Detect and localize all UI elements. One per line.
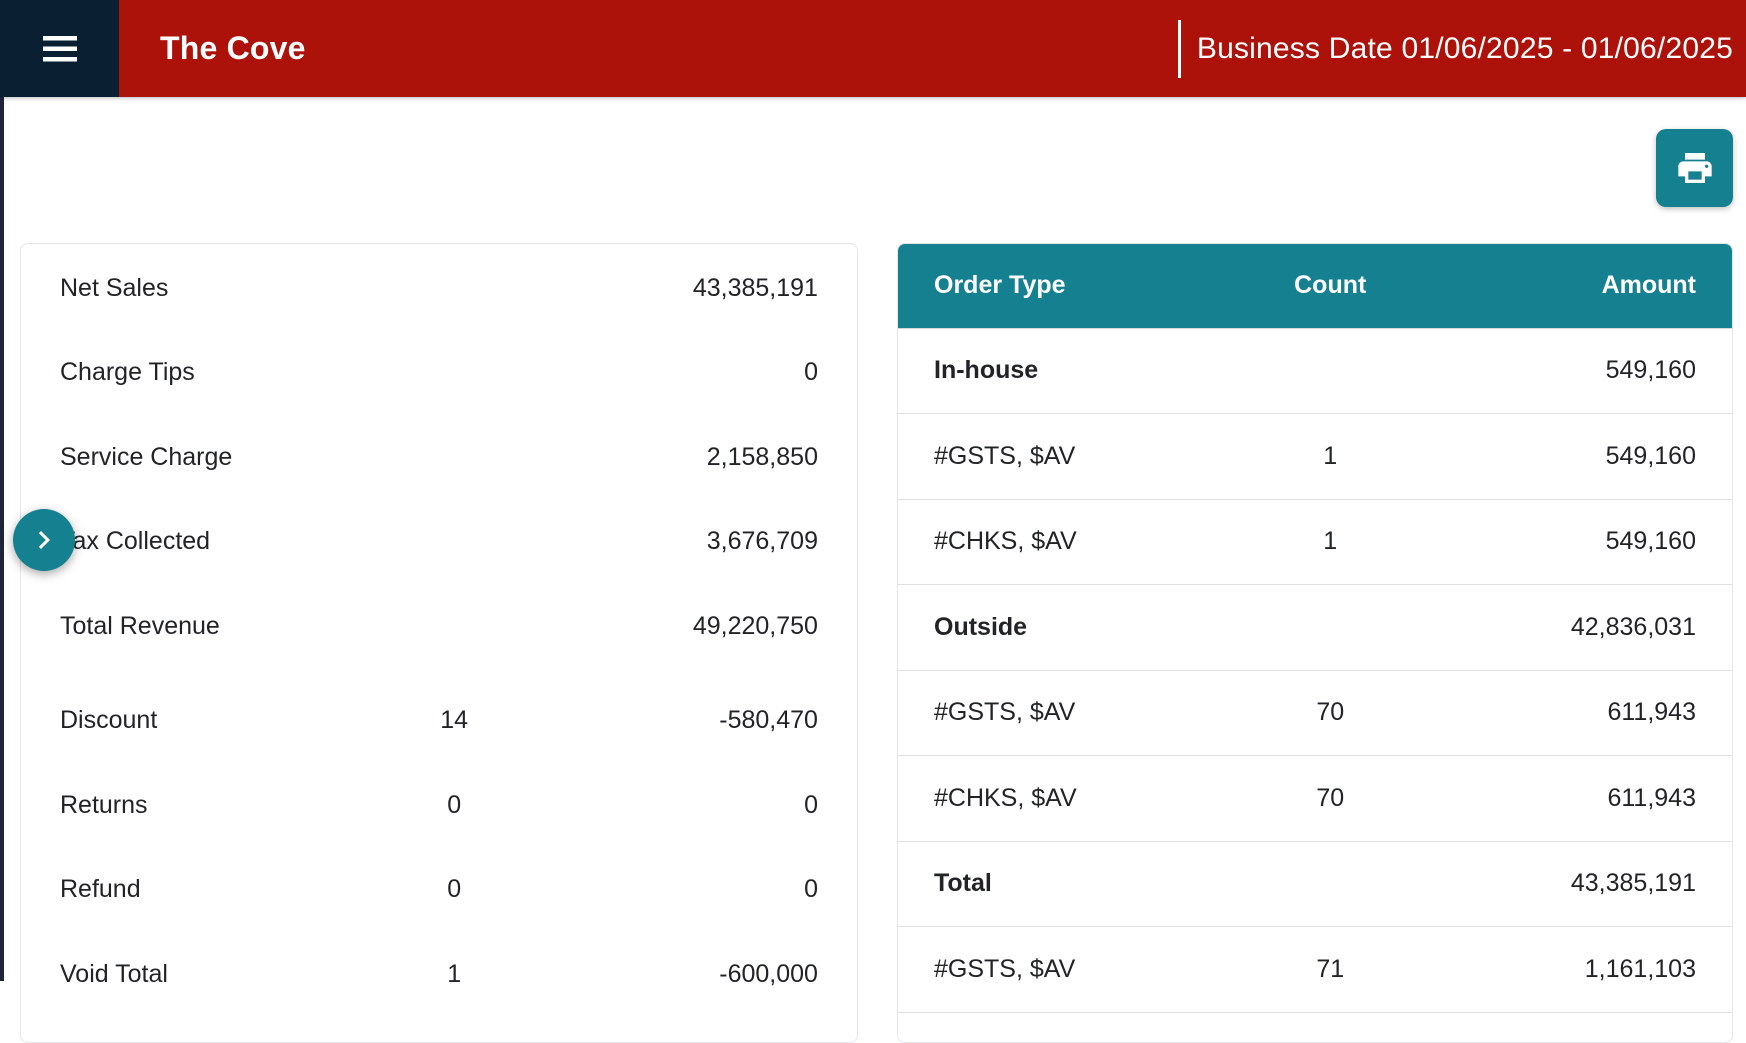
order-table-row: In-house 549,160: [898, 329, 1732, 414]
order-row-amount: 611,943: [1607, 698, 1696, 727]
order-row-count: 71: [1316, 954, 1345, 983]
summary-row-label: Service Charge: [60, 442, 233, 471]
drawer-edge: [0, 97, 4, 981]
order-row-amount: 549,160: [1605, 441, 1696, 470]
summary-row-label: Charge Tips: [60, 358, 195, 387]
order-type-table: Order Type Count Amount In-house 549,160…: [897, 243, 1733, 1043]
summary-row-label: Tax Collected: [60, 527, 211, 556]
sales-summary-card: Net Sales 43,385,191 Charge Tips 0 Servi…: [20, 243, 858, 1043]
summary-row-amount: 3,676,709: [706, 527, 818, 556]
order-row-amount: 42,836,031: [1570, 612, 1696, 641]
summary-row: Void Total 1 -600,000: [21, 932, 857, 1017]
order-table-row: #GSTS, $AV 71 1,161,103: [898, 927, 1732, 1013]
section-spacer: [21, 669, 857, 679]
business-date-label: Business Date 01/06/2025 - 01/06/2025: [1196, 31, 1733, 65]
summary-row-amount: 49,220,750: [692, 611, 818, 640]
order-table-row: #CHKS, $AV 70 611,943: [898, 756, 1732, 842]
summary-row: Tax Collected 3,676,709: [21, 500, 857, 585]
column-header-count: Count: [1294, 271, 1367, 300]
summary-row-amount: 2,158,850: [706, 442, 818, 471]
summary-row: Charge Tips 0: [21, 331, 857, 416]
summary-row-count: 14: [440, 706, 469, 735]
summary-row-amount: 43,385,191: [692, 273, 818, 302]
summary-row-label: Discount: [60, 706, 158, 735]
summary-row-amount: 0: [804, 358, 818, 387]
summary-row-count: 1: [447, 959, 462, 988]
summary-row-label: Void Total: [60, 959, 168, 988]
summary-row: Refund 0 0: [21, 848, 857, 933]
business-date-range[interactable]: Business Date 01/06/2025 - 01/06/2025: [1177, 0, 1746, 97]
column-header-order-type: Order Type: [934, 271, 1066, 300]
summary-row-label: Total Revenue: [60, 611, 220, 640]
summary-row-amount: 0: [804, 875, 818, 904]
order-row-label: #GSTS, $AV: [934, 698, 1076, 727]
header-divider: [1177, 19, 1181, 78]
order-table-row: #CHKS, $AV 1 549,160: [898, 500, 1732, 585]
order-row-amount: 549,160: [1605, 527, 1696, 556]
order-row-count: 1: [1323, 441, 1338, 470]
order-row-label: In-house: [934, 356, 1039, 385]
order-row-label: #GSTS, $AV: [934, 441, 1076, 470]
summary-row-count: 0: [447, 875, 462, 904]
summary-row: Discount 14 -580,470: [21, 679, 857, 764]
order-row-count: 70: [1316, 783, 1345, 812]
order-table-row: Outside 42,836,031: [898, 585, 1732, 671]
print-icon: [1677, 153, 1712, 183]
order-table-row: #GSTS, $AV 70 611,943: [898, 671, 1732, 756]
order-row-amount: 611,943: [1607, 783, 1696, 812]
order-table-row: Total 43,385,191: [898, 842, 1732, 927]
summary-row-count: 0: [447, 790, 462, 819]
summary-row-amount: 0: [804, 790, 818, 819]
summary-row-label: Refund: [60, 875, 141, 904]
order-row-amount: 43,385,191: [1570, 869, 1696, 898]
order-row-label: #CHKS, $AV: [934, 527, 1077, 556]
summary-row: Net Sales 43,385,191: [21, 246, 857, 331]
order-row-label: #CHKS, $AV: [934, 783, 1077, 812]
order-table-header: Order Type Count Amount: [898, 244, 1732, 329]
order-row-label: Outside: [934, 612, 1028, 641]
column-header-amount: Amount: [1601, 271, 1696, 300]
summary-row-label: Returns: [60, 790, 148, 819]
order-row-amount: 549,160: [1605, 356, 1696, 385]
summary-row-label: Net Sales: [60, 273, 169, 302]
app-bar: The Cove Business Date 01/06/2025 - 01/0…: [0, 0, 1746, 97]
summary-row-amount: -600,000: [719, 959, 818, 988]
order-row-label: Total: [934, 869, 992, 898]
order-table-body: In-house 549,160 #GSTS, $AV 1 549,160 #C…: [898, 329, 1732, 1013]
order-row-count: 1: [1323, 527, 1338, 556]
menu-icon: [42, 35, 77, 61]
summary-row: Total Revenue 49,220,750: [21, 584, 857, 669]
order-row-amount: 1,161,103: [1584, 954, 1696, 983]
order-table-row: #GSTS, $AV 1 549,160: [898, 414, 1732, 500]
page-title: The Cove: [160, 30, 306, 66]
order-row-label: #GSTS, $AV: [934, 954, 1076, 983]
chevron-right-icon: [38, 531, 50, 549]
menu-button[interactable]: [0, 0, 119, 97]
summary-row-amount: -580,470: [719, 706, 818, 735]
order-row-count: 70: [1316, 698, 1345, 727]
print-button[interactable]: [1656, 129, 1733, 207]
summary-row: Returns 0 0: [21, 763, 857, 848]
summary-row: Service Charge 2,158,850: [21, 415, 857, 500]
summary-rows: Net Sales 43,385,191 Charge Tips 0 Servi…: [21, 246, 857, 1017]
drawer-expand-button[interactable]: [13, 509, 75, 571]
